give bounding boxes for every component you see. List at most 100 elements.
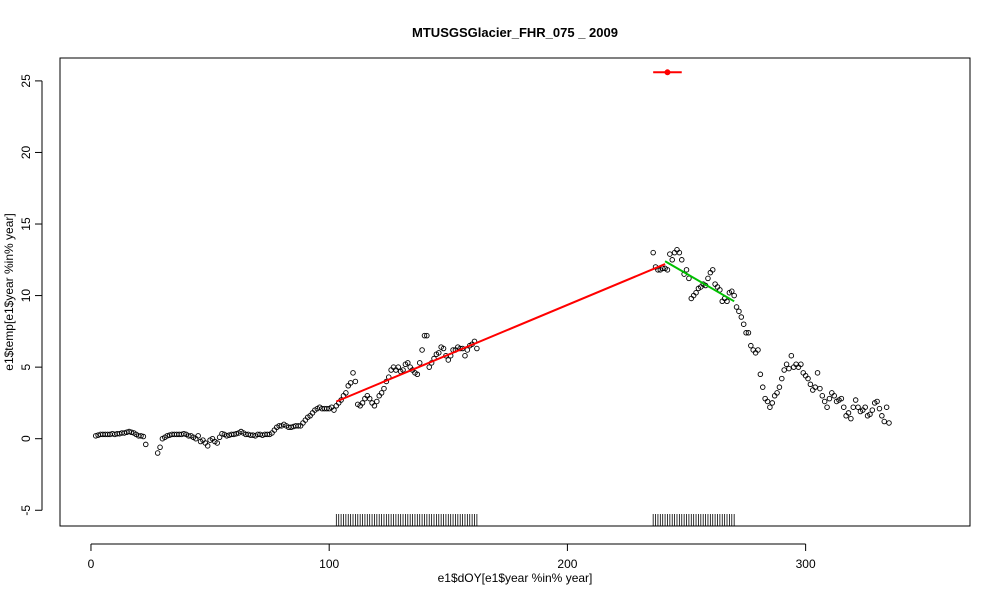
data-point xyxy=(669,257,675,263)
data-point xyxy=(819,393,826,399)
data-point xyxy=(821,398,828,405)
data-point xyxy=(855,404,861,410)
fit-lines xyxy=(335,69,735,403)
rug-ticks xyxy=(335,514,735,526)
data-point xyxy=(881,418,887,425)
data-point xyxy=(224,433,230,439)
data-point xyxy=(474,345,480,352)
y-tick-label: 5 xyxy=(19,363,33,370)
x-tick-label: 300 xyxy=(796,557,816,571)
data-point xyxy=(874,398,880,405)
data-point xyxy=(416,360,423,366)
data-point xyxy=(92,433,99,439)
data-point xyxy=(462,352,468,359)
data-point xyxy=(683,267,690,273)
data-point xyxy=(733,304,740,310)
data-point xyxy=(883,404,890,410)
data-point xyxy=(848,415,854,422)
data-point xyxy=(264,431,271,438)
data-point xyxy=(204,443,211,449)
data-points xyxy=(92,247,892,456)
data-point xyxy=(352,378,359,385)
data-point xyxy=(764,398,771,405)
data-point xyxy=(424,332,430,339)
data-point xyxy=(421,332,428,339)
data-point xyxy=(709,267,716,273)
y-tick-label: 10 xyxy=(19,289,33,303)
data-point xyxy=(128,429,135,436)
data-point xyxy=(824,404,830,410)
data-point xyxy=(143,441,149,448)
x-axis-label: e1$dOY[e1$year %in% year] xyxy=(438,571,593,585)
data-point xyxy=(140,433,147,440)
data-point xyxy=(164,433,170,439)
data-point xyxy=(395,364,402,370)
data-point xyxy=(776,384,783,390)
data-point xyxy=(817,385,823,392)
data-point xyxy=(233,430,240,437)
data-point xyxy=(779,375,785,382)
data-point xyxy=(381,385,387,392)
data-point xyxy=(879,413,885,419)
data-point xyxy=(755,347,761,353)
data-point xyxy=(840,404,847,410)
data-point xyxy=(876,405,883,412)
data-point xyxy=(440,345,447,352)
y-tick-label: 15 xyxy=(19,217,33,231)
data-point xyxy=(231,431,237,438)
data-point xyxy=(845,410,852,416)
data-point xyxy=(862,404,868,410)
data-point xyxy=(331,407,337,413)
data-point xyxy=(729,288,735,295)
fit-marker xyxy=(664,69,671,76)
data-point xyxy=(426,364,432,370)
data-point xyxy=(138,433,144,439)
data-point xyxy=(745,330,752,336)
data-point xyxy=(850,404,857,410)
data-point xyxy=(831,393,837,399)
data-point xyxy=(219,430,225,437)
data-point xyxy=(650,249,656,256)
data-point xyxy=(748,342,754,349)
data-point xyxy=(814,370,821,376)
data-point xyxy=(867,411,873,418)
data-point xyxy=(852,397,859,403)
data-point xyxy=(679,257,685,263)
data-point xyxy=(414,371,421,378)
data-point xyxy=(343,390,349,396)
data-point xyxy=(812,384,818,390)
data-point xyxy=(769,400,776,406)
data-point xyxy=(886,420,892,426)
x-tick-label: 100 xyxy=(319,557,339,571)
data-point xyxy=(759,384,766,390)
data-point xyxy=(731,292,737,299)
data-point xyxy=(276,423,282,429)
data-point xyxy=(781,367,787,373)
data-point xyxy=(774,390,780,396)
data-point xyxy=(757,371,764,378)
data-point xyxy=(371,403,378,409)
data-point xyxy=(664,267,671,273)
data-point xyxy=(667,251,673,257)
data-point xyxy=(869,407,876,413)
fit-line xyxy=(335,263,666,403)
y-tick-label: 20 xyxy=(19,145,33,159)
data-point xyxy=(350,370,356,376)
data-point xyxy=(838,395,845,402)
data-point xyxy=(405,360,411,366)
data-point xyxy=(157,444,163,451)
data-point xyxy=(788,352,795,359)
data-point xyxy=(324,405,330,412)
y-tick-label: 0 xyxy=(19,435,33,442)
data-point xyxy=(126,428,132,435)
x-axis: 0 100 200 300 xyxy=(88,543,816,571)
data-point xyxy=(445,357,452,363)
data-point xyxy=(359,400,366,406)
fit-line xyxy=(664,260,735,303)
data-point xyxy=(295,423,301,429)
data-point xyxy=(185,433,192,439)
data-point xyxy=(736,308,742,315)
data-point xyxy=(347,380,354,386)
data-point xyxy=(181,430,187,437)
